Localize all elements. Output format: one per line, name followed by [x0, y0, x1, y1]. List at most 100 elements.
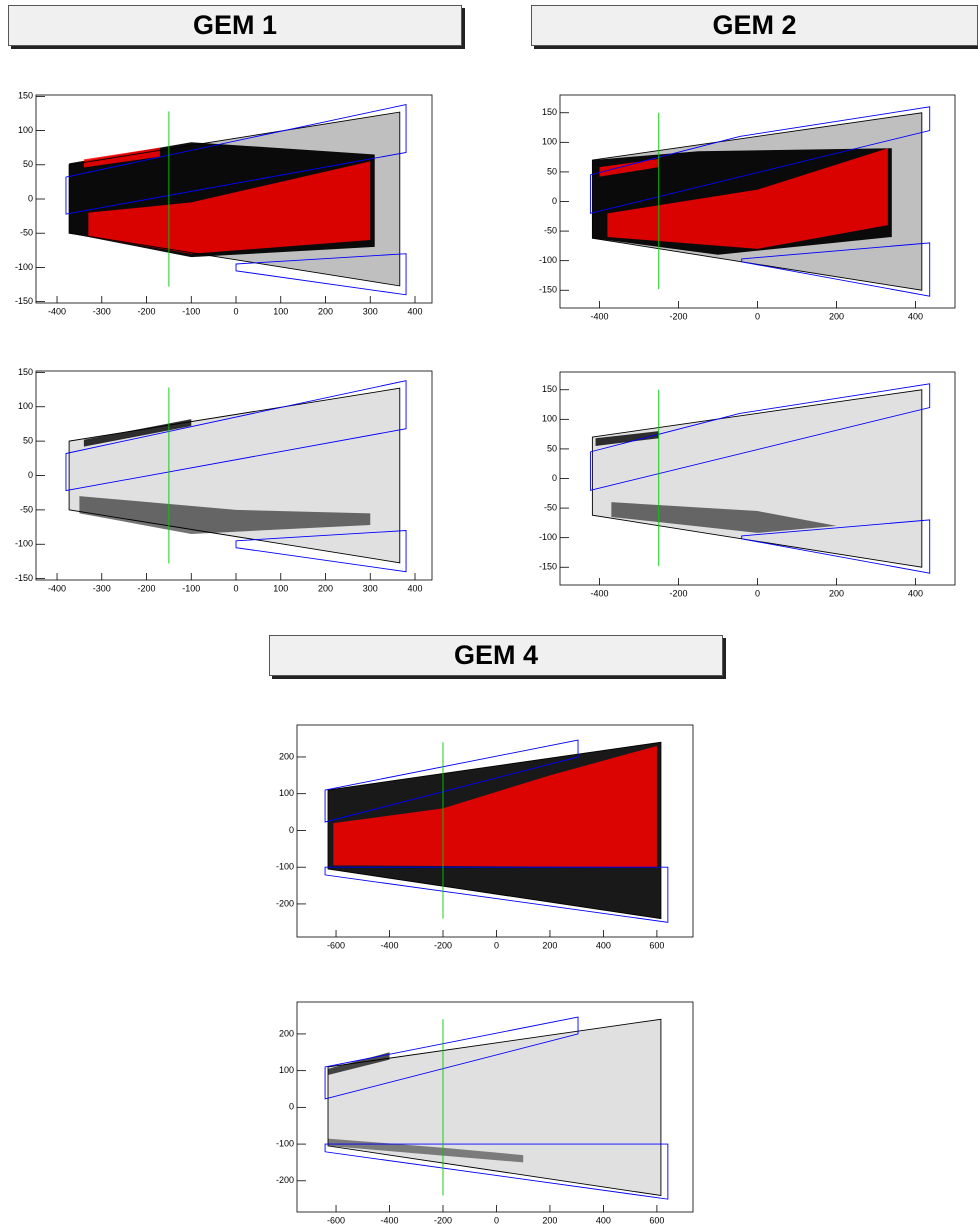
outlines — [591, 112, 923, 291]
y-tick-label: 200 — [279, 751, 294, 761]
y-tick-label: 0 — [289, 1102, 294, 1112]
y-tick-label: 100 — [279, 788, 294, 798]
outlines — [324, 1143, 669, 1200]
outlines — [589, 383, 931, 491]
plot-panel: -400 -300 -200 -100 0 100 200 300 400 -150 -100 -50… — [15, 367, 433, 593]
y-tick-label: 100 — [279, 1065, 294, 1075]
panel-header: GEM 4 — [269, 635, 723, 676]
x-tick-label: 0 — [234, 583, 239, 593]
outlines — [327, 1018, 662, 1197]
plot-frame — [559, 371, 956, 586]
point-cloud — [328, 1019, 661, 1196]
y-tick-label: 0 — [552, 473, 557, 483]
plot-panel: -400 -200 0 200 400 -150 -100 -50 0 50 100 150 — [539, 371, 956, 598]
x-tick-label: 400 — [407, 306, 422, 316]
x-tick-label: -300 — [93, 306, 111, 316]
x-tick-label: -300 — [93, 583, 111, 593]
outlines — [235, 530, 407, 573]
y-tick-label: -50 — [20, 504, 33, 514]
x-tick-label: 200 — [829, 588, 844, 598]
y-tick-label: 100 — [542, 414, 557, 424]
y-tick-label: -150 — [539, 285, 557, 295]
y-tick-label: 150 — [542, 107, 557, 117]
x-tick-label: 200 — [318, 306, 333, 316]
outlines — [235, 253, 407, 296]
outlines — [741, 242, 931, 297]
y-tick-label: -50 — [20, 228, 33, 238]
plot-panel: -600 -400 -200 0 200 400 600 -200 -100 0 100 200 — [276, 1001, 694, 1224]
y-tick-label: -100 — [276, 862, 294, 872]
x-tick-label: 0 — [494, 1215, 499, 1224]
x-tick-label: 400 — [908, 588, 923, 598]
y-tick-label: 0 — [28, 193, 33, 203]
y-tick-label: 100 — [18, 401, 33, 411]
y-tick-label: 50 — [547, 443, 557, 453]
y-tick-label: 150 — [18, 367, 33, 377]
point-cloud — [607, 148, 888, 249]
x-tick-label: 0 — [755, 311, 760, 321]
x-tick-label: 200 — [318, 583, 333, 593]
y-tick-label: -100 — [539, 255, 557, 265]
x-tick-label: 400 — [596, 940, 611, 950]
x-tick-label: -400 — [590, 588, 608, 598]
x-tick-label: 600 — [649, 1215, 664, 1224]
x-tick-label: -200 — [138, 306, 156, 316]
y-tick-label: 50 — [547, 166, 557, 176]
outlines — [327, 741, 662, 920]
outlines — [324, 866, 669, 923]
outlines — [324, 1016, 579, 1100]
x-tick-label: -100 — [182, 306, 200, 316]
y-tick-label: -100 — [15, 539, 33, 549]
panel-header: GEM 2 — [531, 5, 978, 46]
y-tick-label: 50 — [23, 159, 33, 169]
point-cloud — [83, 147, 160, 168]
x-tick-label: -200 — [669, 311, 687, 321]
plot-frame — [296, 1001, 694, 1213]
x-tick-label: 100 — [273, 306, 288, 316]
x-tick-label: 400 — [596, 1215, 611, 1224]
outlines — [591, 389, 923, 568]
y-tick-label: 150 — [542, 384, 557, 394]
x-tick-label: 400 — [908, 311, 923, 321]
y-tick-label: -200 — [276, 1175, 294, 1185]
x-tick-label: 300 — [363, 306, 378, 316]
outlines — [741, 519, 931, 574]
y-tick-label: -100 — [539, 532, 557, 542]
point-cloud — [328, 1052, 390, 1076]
x-tick-label: -200 — [138, 583, 156, 593]
outlines — [65, 104, 407, 215]
y-tick-label: -150 — [539, 562, 557, 572]
x-tick-label: -400 — [381, 940, 399, 950]
x-tick-label: 0 — [755, 588, 760, 598]
y-tick-label: 0 — [552, 196, 557, 206]
x-tick-label: 400 — [407, 583, 422, 593]
x-tick-label: -400 — [590, 311, 608, 321]
y-tick-label: 200 — [279, 1028, 294, 1038]
y-tick-label: 100 — [18, 125, 33, 135]
y-tick-label: -100 — [15, 262, 33, 272]
x-tick-label: -200 — [434, 940, 452, 950]
plot-panel: -400 -200 0 200 400 -150 -100 -50 0 50 100 150 — [539, 94, 956, 321]
outlines — [589, 106, 931, 214]
outlines — [65, 380, 407, 492]
point-cloud — [611, 502, 837, 533]
point-cloud — [333, 745, 657, 868]
y-tick-label: -200 — [276, 898, 294, 908]
x-tick-label: 0 — [494, 940, 499, 950]
plot-panel: -600 -400 -200 0 200 400 600 -200 -100 0 100 200 — [276, 724, 694, 950]
y-tick-label: -50 — [544, 225, 557, 235]
x-tick-label: -600 — [327, 940, 345, 950]
y-tick-label: 0 — [28, 470, 33, 480]
y-tick-label: -150 — [15, 573, 33, 583]
y-tick-label: -100 — [276, 1138, 294, 1148]
y-tick-label: 100 — [542, 137, 557, 147]
point-cloud — [595, 431, 659, 446]
point-cloud — [88, 161, 371, 254]
plot-frame — [35, 370, 433, 581]
point-cloud — [328, 1138, 524, 1163]
x-tick-label: 600 — [649, 940, 664, 950]
point-cloud — [79, 496, 371, 534]
plot-panel: -400 -300 -200 -100 0 100 200 300 400 -150 -100 -50… — [15, 91, 433, 316]
